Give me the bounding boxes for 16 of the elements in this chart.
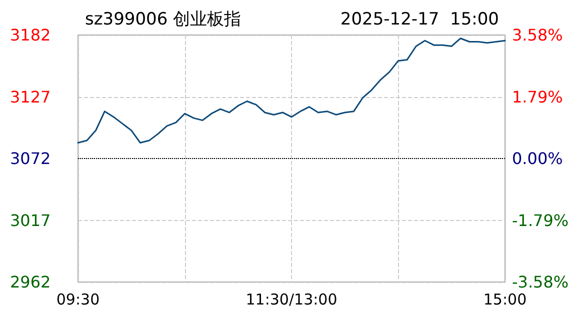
- y2-tick-label: 0.00%: [512, 149, 563, 168]
- y2-tick-label: 1.79%: [512, 87, 563, 106]
- y-tick-label: 2962: [10, 272, 51, 292]
- y-tick-label: 3017: [10, 210, 51, 230]
- x-tick-label: 09:30: [56, 290, 100, 308]
- y-tick-label: 3127: [10, 87, 51, 106]
- y-tick-label: 3072: [10, 149, 51, 168]
- y-tick-label: 3182: [10, 26, 51, 44]
- x-tick-label: 11:30/13:00: [246, 290, 338, 308]
- chart-title: sz399006 创业板指: [85, 10, 242, 30]
- line-series: [77, 38, 506, 144]
- chart-subtitle: 2025-12-17 15:00: [340, 10, 500, 30]
- x-tick-label: 15:00: [483, 290, 527, 308]
- y2-tick-label: 3.58%: [512, 26, 563, 44]
- y2-tick-label: -1.79%: [512, 210, 569, 230]
- y2-tick-label: -3.58%: [512, 272, 569, 292]
